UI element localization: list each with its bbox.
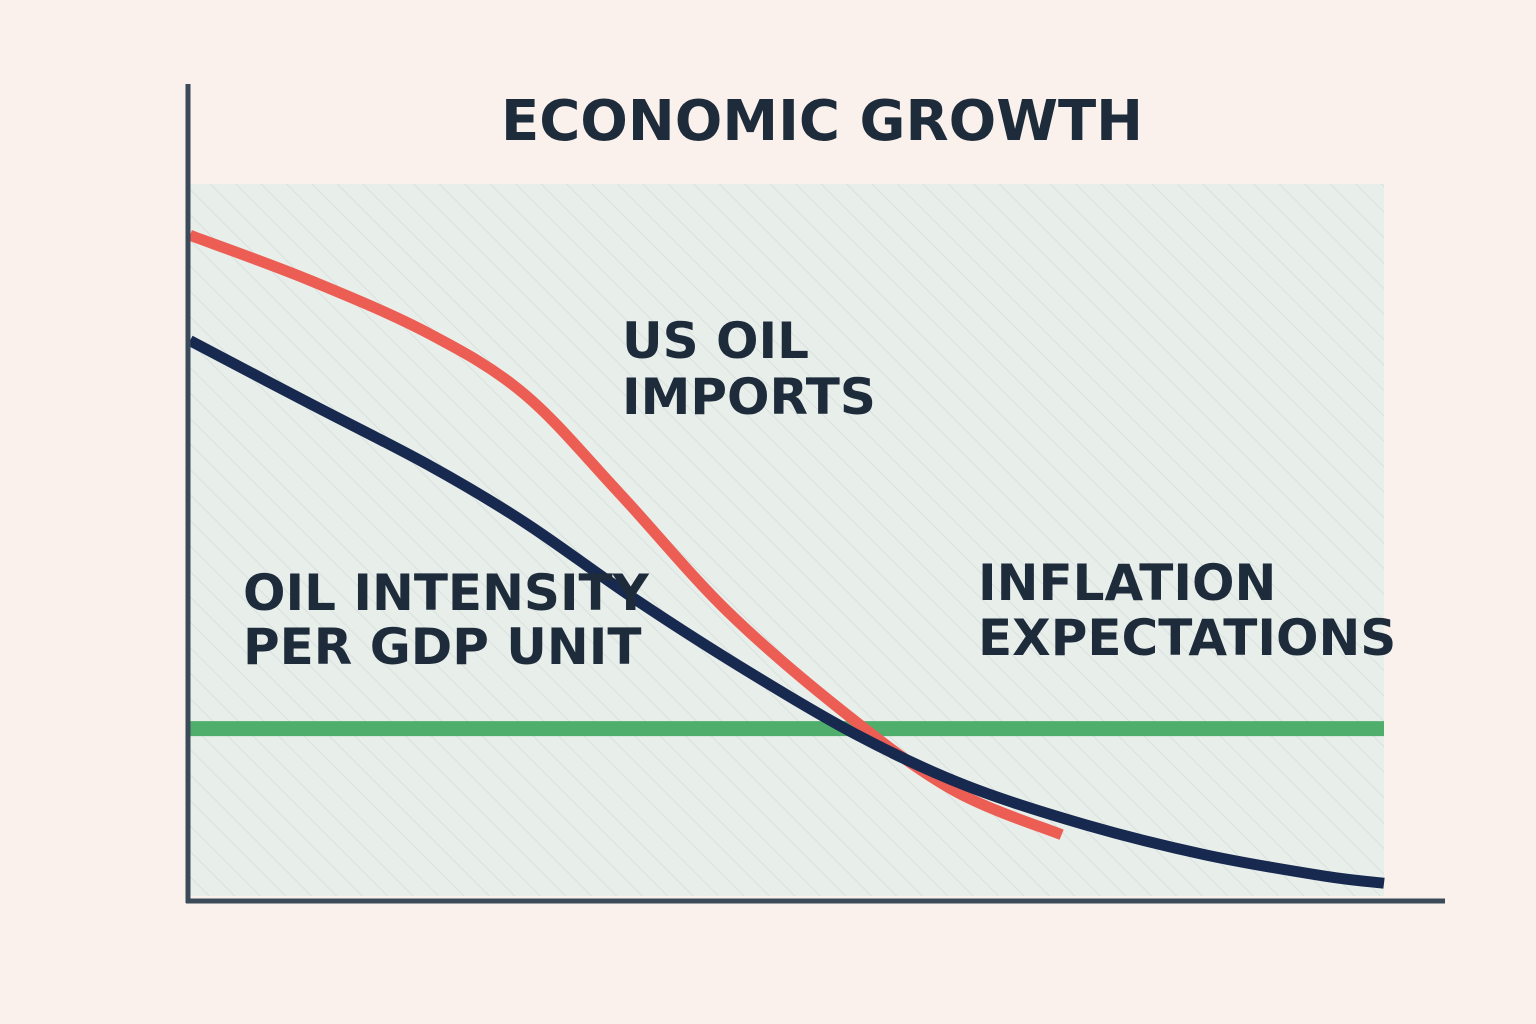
- inflation-expectations-label-line-2: EXPECTATIONS: [978, 609, 1396, 667]
- chart-title: ECONOMIC GROWTH: [501, 89, 1143, 154]
- series-label-inflation-expectations: INFLATION EXPECTATIONS: [978, 554, 1396, 667]
- inflation-expectations-label-line-1: INFLATION: [978, 554, 1276, 612]
- series-line-oil-intensity-per-gdp-unit: [187, 335, 1385, 889]
- series-label-us-oil-imports: US OIL IMPORTS: [622, 312, 876, 426]
- oil-intensity-label-line-2: PER GDP UNIT: [243, 618, 641, 676]
- plot-area: [190, 184, 1384, 896]
- us-oil-imports-label-line-1: US OIL: [622, 312, 809, 370]
- us-oil-imports-label-line-2: IMPORTS: [622, 368, 876, 426]
- series-label-oil-intensity: OIL INTENSITY PER GDP UNIT: [243, 564, 650, 676]
- oil-intensity-label-line-1: OIL INTENSITY: [243, 564, 650, 622]
